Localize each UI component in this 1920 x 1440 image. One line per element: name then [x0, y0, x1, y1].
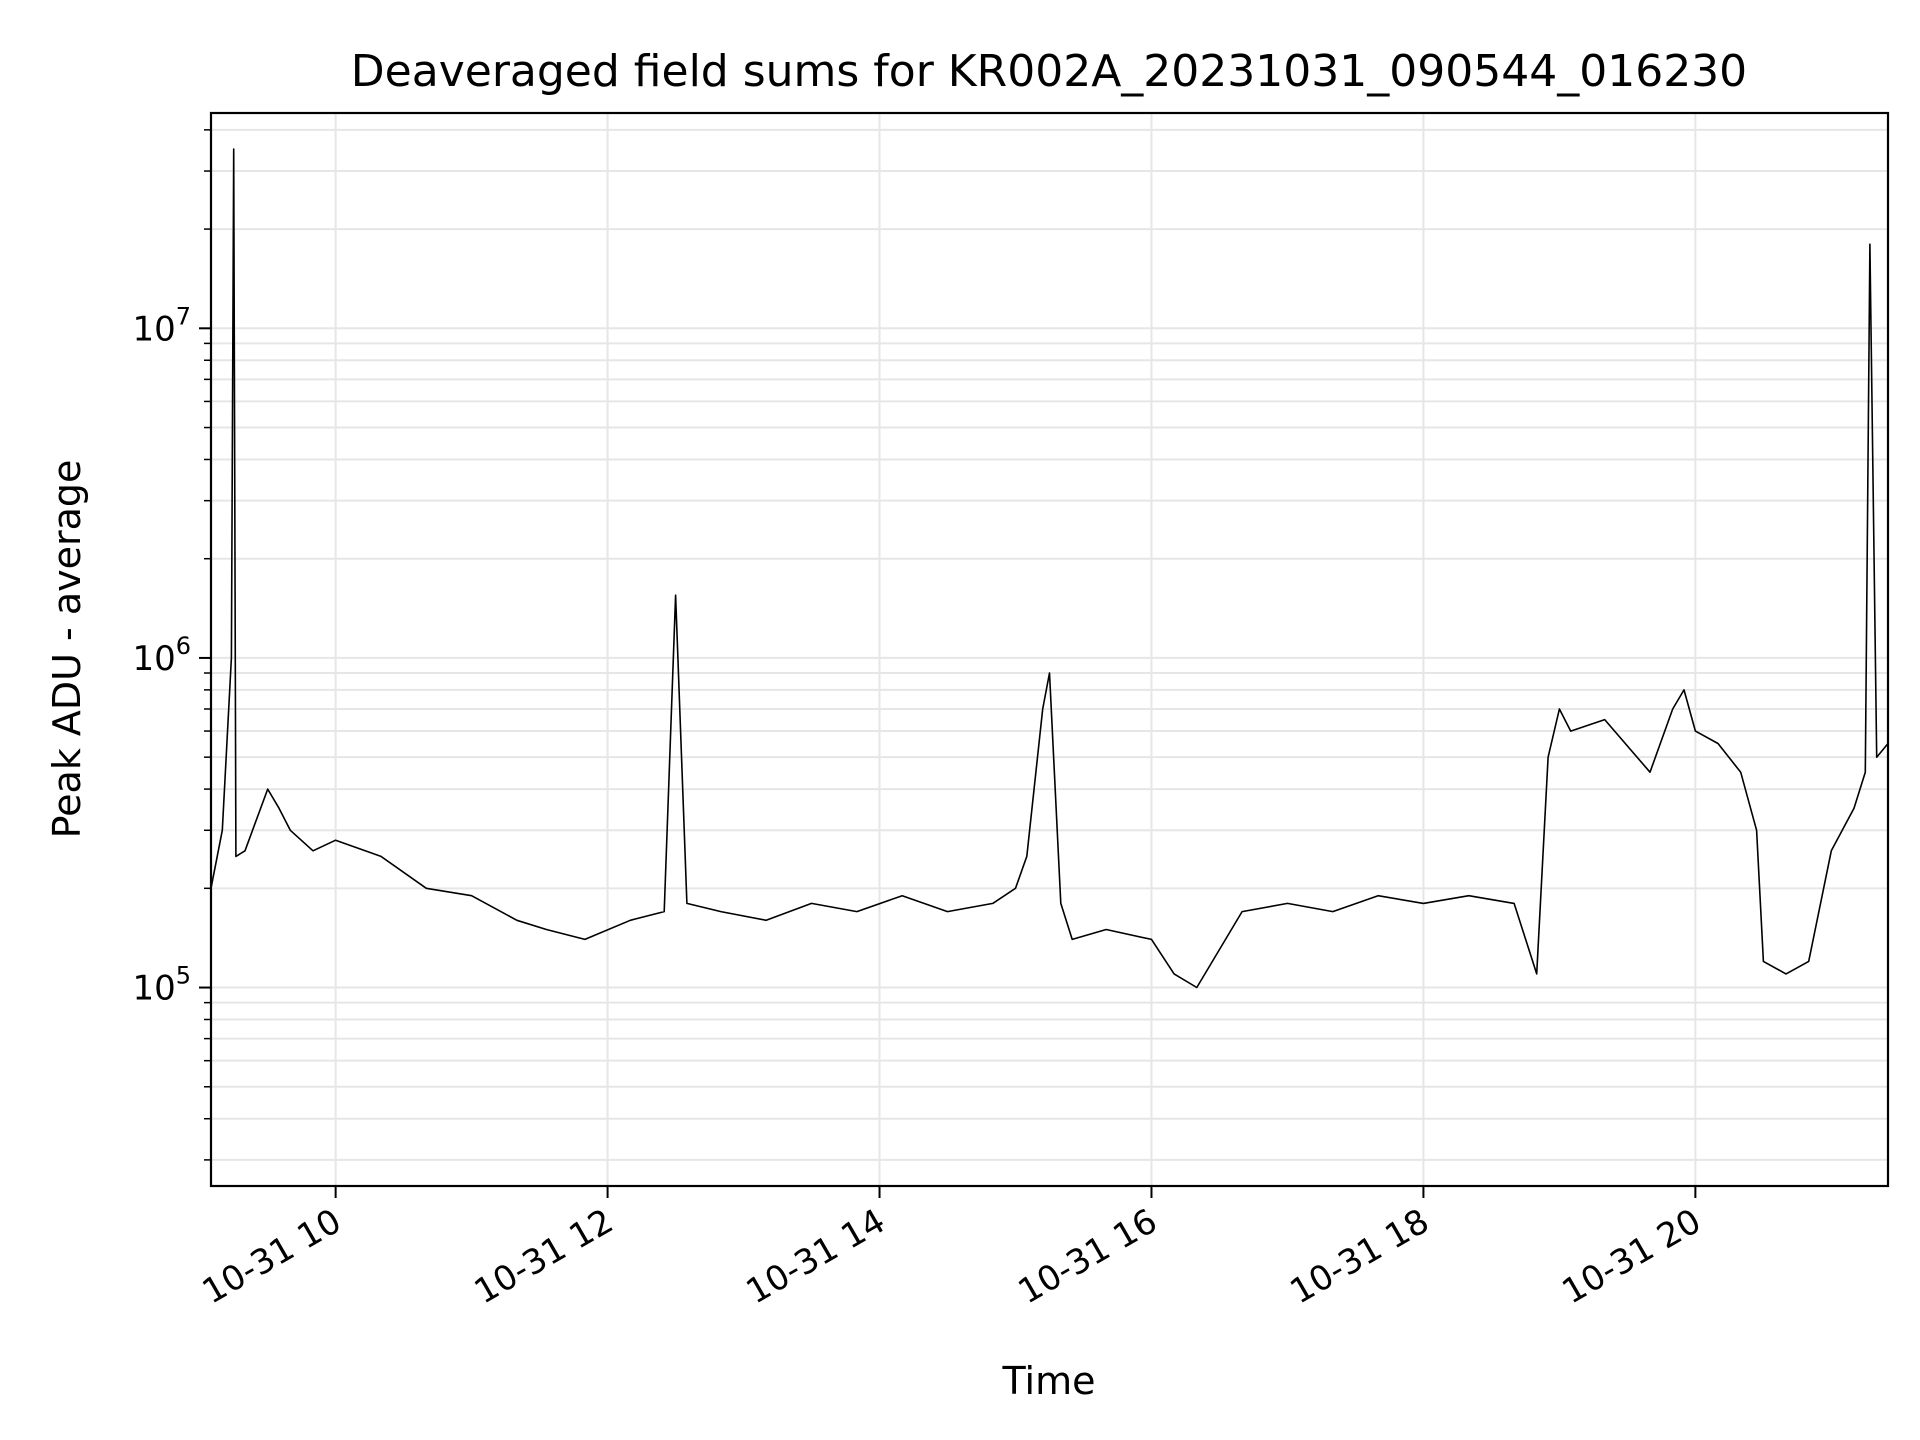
y-axis-ticks: 105 106 107: [132, 129, 211, 1161]
axes-frame: [209, 111, 1890, 1188]
x-tick-label: 10-31 18: [1284, 1201, 1436, 1312]
plot-area: [210, 148, 1889, 989]
y-tick-label: 106: [132, 632, 191, 679]
x-axis-label: Time: [1002, 1359, 1096, 1403]
grid-lines: [211, 113, 1888, 1186]
y-tick-label: 105: [132, 962, 191, 1009]
x-tick-label: 10-31 16: [1012, 1201, 1164, 1312]
y-tick-label: 107: [132, 302, 191, 349]
x-tick-label: 10-31 12: [468, 1201, 620, 1312]
y-axis-label: Peak ADU - average: [45, 460, 89, 839]
data-series-line: [210, 148, 1889, 989]
x-tick-label: 10-31 10: [196, 1201, 348, 1312]
x-tick-label: 10-31 20: [1555, 1201, 1707, 1312]
x-tick-label: 10-31 14: [740, 1201, 892, 1312]
x-axis-ticks: 10-31 10 10-31 12 10-31 14 10-31 16 10-31 18…: [196, 1186, 1708, 1312]
chart-title: Deaveraged field sums for KR002A_2023103…: [351, 46, 1747, 97]
